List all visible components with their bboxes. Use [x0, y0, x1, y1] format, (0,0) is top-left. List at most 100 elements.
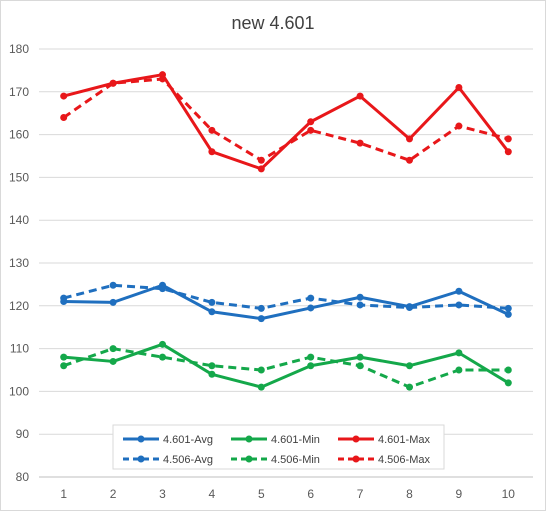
data-point: [109, 357, 117, 365]
legend-label: 4.506-Min: [271, 454, 320, 466]
legend-item: 4.601-Avg: [123, 434, 213, 446]
data-point: [60, 294, 68, 302]
legend-item: 4.506-Max: [338, 454, 430, 466]
data-point: [406, 383, 413, 391]
data-point: [307, 294, 315, 302]
y-tick-label: 180: [9, 42, 29, 56]
y-tick-label: 120: [9, 299, 29, 313]
series-line: [63, 342, 510, 389]
data-point: [356, 92, 364, 100]
data-point: [455, 122, 463, 130]
data-point: [109, 281, 117, 289]
data-point: [455, 301, 463, 309]
data-point: [208, 126, 216, 134]
data-point: [257, 383, 265, 391]
data-point: [307, 353, 315, 361]
series-line: [63, 283, 509, 310]
y-axis: 80 90 100 110 120 130 140 150 160 170 180: [9, 42, 29, 484]
data-point: [109, 345, 117, 353]
data-point: [356, 301, 364, 309]
data-point: [455, 366, 463, 374]
data-point: [406, 304, 413, 312]
x-axis: 1 2 3 4 5 6 7 8 9 10: [60, 487, 515, 501]
data-point: [60, 362, 68, 370]
data-point: [406, 362, 413, 370]
data-point: [159, 75, 166, 83]
data-point: [455, 84, 463, 92]
legend-marker: [245, 435, 253, 443]
x-tick-label: 10: [502, 487, 516, 501]
data-point: [356, 353, 364, 361]
y-tick-label: 140: [9, 213, 29, 227]
chart-title: new 4.601: [231, 13, 314, 33]
x-tick-label: 3: [159, 487, 166, 501]
legend-item: 4.601-Max: [338, 434, 430, 446]
data-point: [307, 304, 315, 312]
series-4.601-Max: [60, 71, 512, 173]
data-point: [406, 135, 413, 143]
data-point: [504, 148, 512, 156]
data-point: [504, 135, 512, 143]
data-point: [356, 362, 364, 370]
data-point: [356, 293, 364, 301]
data-point: [257, 366, 265, 374]
y-tick-label: 160: [9, 128, 29, 142]
y-tick-label: 90: [16, 427, 30, 441]
data-point: [257, 165, 265, 173]
data-point: [208, 362, 216, 370]
x-tick-label: 7: [357, 487, 364, 501]
x-tick-label: 6: [307, 487, 314, 501]
y-tick-label: 170: [9, 85, 29, 99]
legend-marker: [352, 435, 360, 443]
x-tick-label: 4: [209, 487, 216, 501]
data-point: [504, 366, 512, 374]
legend-marker: [352, 455, 360, 463]
x-tick-label: 9: [456, 487, 463, 501]
data-point: [307, 126, 315, 134]
series-4.506-Avg: [60, 281, 512, 312]
x-tick-label: 1: [60, 487, 67, 501]
y-tick-label: 130: [9, 256, 29, 270]
legend-marker: [137, 455, 145, 463]
data-point: [60, 92, 68, 100]
data-point: [455, 287, 463, 295]
series-lines: [60, 71, 512, 391]
series-4.601-Min: [60, 340, 512, 391]
data-point: [208, 148, 216, 156]
legend: 4.601-Avg 4.601-Min 4.601-Max 4.506-Avg 4.50…: [112, 424, 445, 470]
series-line: [62, 77, 509, 162]
data-point: [109, 79, 117, 87]
data-point: [307, 118, 315, 126]
legend-label: 4.506-Avg: [163, 454, 213, 466]
legend-box: [112, 424, 445, 470]
data-point: [257, 156, 265, 164]
legend-label: 4.601-Max: [378, 434, 430, 446]
grid-lines: [39, 48, 533, 478]
data-point: [356, 139, 364, 147]
legend-label: 4.601-Avg: [163, 434, 213, 446]
legend-item: 4.506-Avg: [123, 454, 213, 466]
data-point: [159, 340, 166, 348]
data-point: [208, 308, 216, 316]
data-point: [257, 315, 265, 323]
series-line: [63, 73, 510, 171]
x-tick-label: 5: [258, 487, 265, 501]
data-point: [60, 113, 68, 121]
data-point: [159, 353, 166, 361]
legend-label: 4.506-Max: [378, 454, 430, 466]
data-point: [406, 156, 413, 164]
x-tick-label: 8: [406, 487, 413, 501]
series-4.506-Max: [60, 75, 512, 164]
legend-item: 4.601-Min: [231, 434, 320, 446]
data-point: [455, 349, 463, 357]
y-tick-label: 80: [16, 470, 30, 484]
data-point: [159, 285, 166, 293]
y-tick-label: 100: [9, 384, 29, 398]
series-line: [63, 347, 509, 389]
data-point: [208, 370, 216, 378]
data-point: [208, 298, 216, 306]
data-point: [504, 304, 512, 312]
data-point: [504, 310, 512, 318]
